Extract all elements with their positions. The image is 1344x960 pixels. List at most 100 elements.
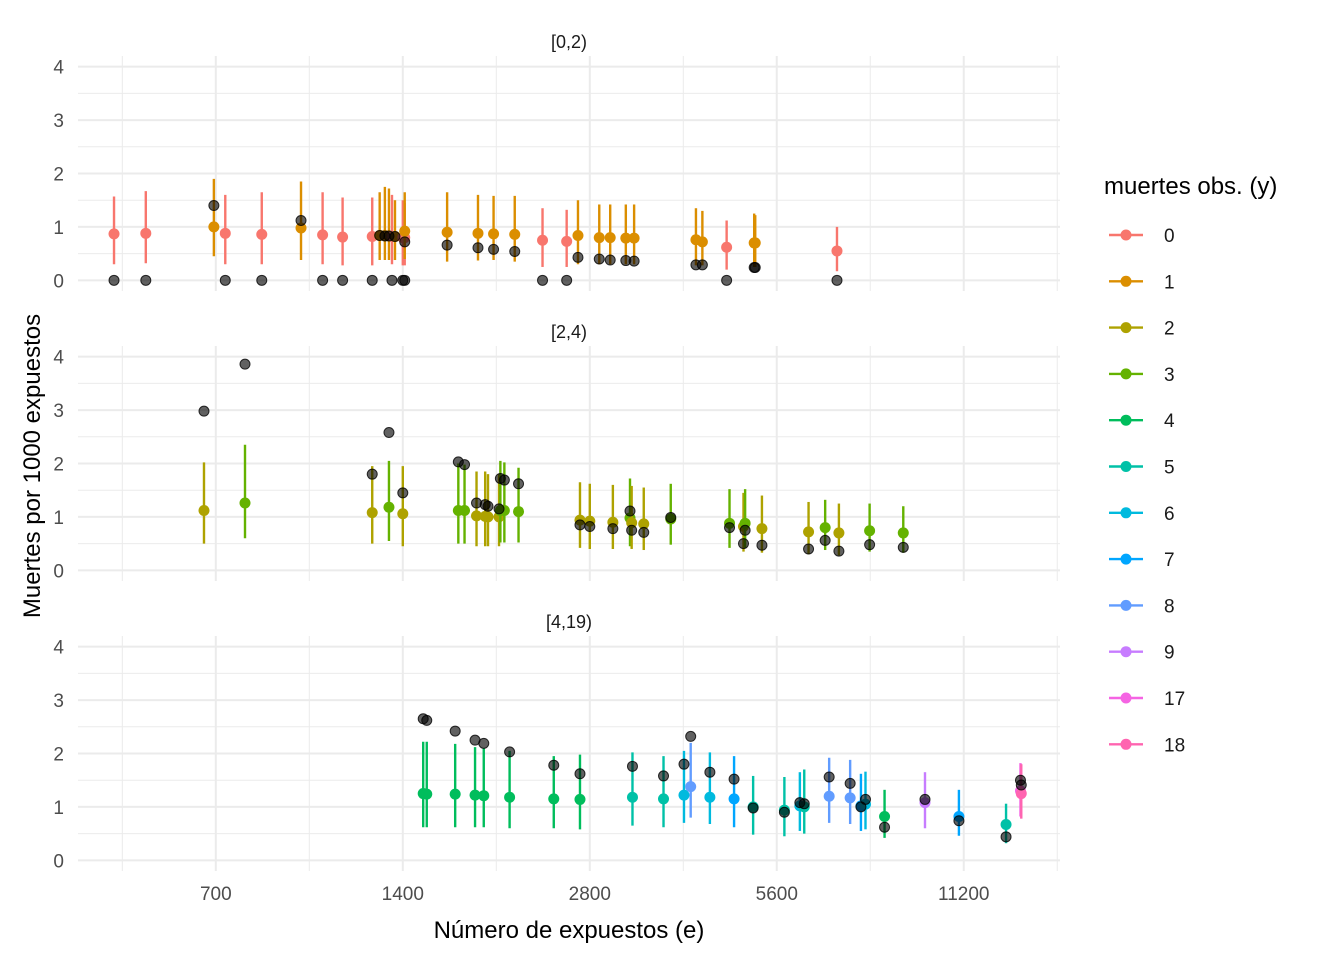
legend-key-point bbox=[1120, 646, 1132, 658]
y-tick-label: 0 bbox=[53, 851, 64, 872]
observed-point bbox=[472, 242, 484, 254]
y-tick-label: 0 bbox=[53, 271, 64, 292]
panels: [0,2) 0 1 2 3 4 [2,4) 0 1 2 3 4 [4,19) 0 1 2 3 4 bbox=[53, 32, 1060, 872]
panel-marks bbox=[198, 358, 909, 557]
y-tick-label: 1 bbox=[53, 798, 64, 819]
observed-point bbox=[798, 798, 810, 810]
y-tick-label: 4 bbox=[53, 348, 64, 369]
panel-3: [4,19) 0 1 2 3 4 bbox=[53, 612, 1060, 872]
legend-key-point bbox=[1120, 414, 1132, 426]
observed-point bbox=[317, 274, 329, 286]
estimate-point bbox=[140, 227, 152, 239]
observed-point bbox=[626, 760, 638, 772]
estimate-point bbox=[256, 228, 268, 240]
estimate-point bbox=[441, 226, 453, 238]
estimate-point bbox=[478, 790, 490, 802]
estimate-point bbox=[819, 522, 831, 534]
legend-label: 5 bbox=[1164, 458, 1175, 479]
x-axis-title: Número de expuestos (e) bbox=[434, 917, 705, 944]
estimate-point bbox=[337, 231, 349, 243]
estimate-point bbox=[198, 505, 210, 516]
legend-label: 6 bbox=[1164, 504, 1175, 525]
observed-point bbox=[739, 524, 751, 536]
observed-point bbox=[756, 539, 768, 551]
observed-point bbox=[778, 806, 790, 818]
observed-point bbox=[574, 768, 586, 780]
estimate-point bbox=[537, 234, 549, 246]
x-tick-label: 700 bbox=[200, 884, 232, 905]
estimate-point bbox=[239, 497, 251, 509]
estimate-point bbox=[513, 506, 525, 518]
y-tick-label: 2 bbox=[53, 455, 64, 476]
estimate-point bbox=[803, 526, 815, 538]
panel-title: [2,4) bbox=[551, 322, 587, 342]
legend-label: 2 bbox=[1164, 319, 1175, 340]
observed-point bbox=[803, 543, 815, 555]
legend-item: 9 bbox=[1109, 643, 1175, 664]
observed-point bbox=[488, 243, 500, 255]
observed-point bbox=[239, 358, 251, 370]
observed-point bbox=[498, 474, 510, 486]
legend-key-point bbox=[1120, 738, 1132, 750]
observed-point bbox=[482, 500, 494, 512]
observed-point bbox=[504, 746, 516, 758]
observed-point bbox=[1015, 779, 1027, 791]
estimate-point bbox=[574, 793, 586, 805]
observed-point bbox=[638, 526, 650, 538]
observed-point bbox=[728, 773, 740, 785]
legend-item: 1 bbox=[1109, 272, 1175, 293]
observed-point bbox=[366, 468, 378, 480]
observed-point bbox=[198, 405, 210, 417]
observed-point bbox=[108, 274, 120, 286]
legend-label: 3 bbox=[1164, 365, 1175, 386]
observed-point bbox=[749, 262, 761, 273]
estimate-point bbox=[620, 232, 632, 244]
y-tick-label: 4 bbox=[53, 638, 64, 659]
legend-label: 7 bbox=[1164, 550, 1175, 571]
y-tick-label: 3 bbox=[53, 111, 64, 132]
legend-item: 6 bbox=[1109, 504, 1175, 525]
observed-point bbox=[459, 459, 471, 471]
estimate-point bbox=[561, 235, 573, 247]
y-tick-label: 3 bbox=[53, 401, 64, 422]
legend-label: 0 bbox=[1164, 226, 1175, 247]
estimate-point bbox=[831, 245, 843, 257]
estimate-point bbox=[317, 229, 329, 241]
y-tick-label: 0 bbox=[53, 561, 64, 582]
y-tick-label: 1 bbox=[53, 508, 64, 529]
estimate-point bbox=[756, 523, 768, 535]
observed-point bbox=[859, 793, 871, 805]
estimate-point bbox=[1015, 788, 1027, 800]
observed-point bbox=[696, 259, 708, 271]
observed-point bbox=[833, 545, 845, 557]
legend-label: 4 bbox=[1164, 411, 1175, 432]
estimate-point bbox=[383, 501, 395, 513]
legend-label: 8 bbox=[1164, 596, 1175, 617]
observed-point bbox=[366, 274, 378, 286]
observed-point bbox=[337, 274, 349, 286]
estimate-point bbox=[864, 525, 876, 537]
estimate-point bbox=[823, 790, 835, 802]
observed-point bbox=[593, 253, 605, 265]
estimate-point bbox=[728, 793, 740, 805]
observed-point bbox=[738, 538, 750, 550]
panel-1: [0,2) 0 1 2 3 4 bbox=[53, 32, 1060, 292]
panel-grid bbox=[78, 636, 1060, 871]
panel-title: [0,2) bbox=[551, 32, 587, 52]
estimate-point bbox=[604, 232, 616, 244]
estimate-point bbox=[472, 227, 484, 239]
x-tick-label: 5600 bbox=[756, 884, 798, 905]
estimate-point bbox=[685, 781, 697, 793]
estimate-point bbox=[504, 791, 516, 803]
legend-key-point bbox=[1120, 275, 1132, 287]
estimate-point bbox=[449, 788, 461, 800]
panel-marks bbox=[417, 713, 1027, 844]
observed-point bbox=[421, 714, 433, 726]
observed-point bbox=[607, 523, 619, 535]
estimate-point bbox=[879, 811, 891, 823]
observed-point bbox=[478, 737, 490, 749]
legend-key-point bbox=[1120, 322, 1132, 334]
estimate-point bbox=[399, 225, 411, 237]
observed-point bbox=[493, 503, 505, 515]
legend-item: 18 bbox=[1109, 735, 1185, 756]
